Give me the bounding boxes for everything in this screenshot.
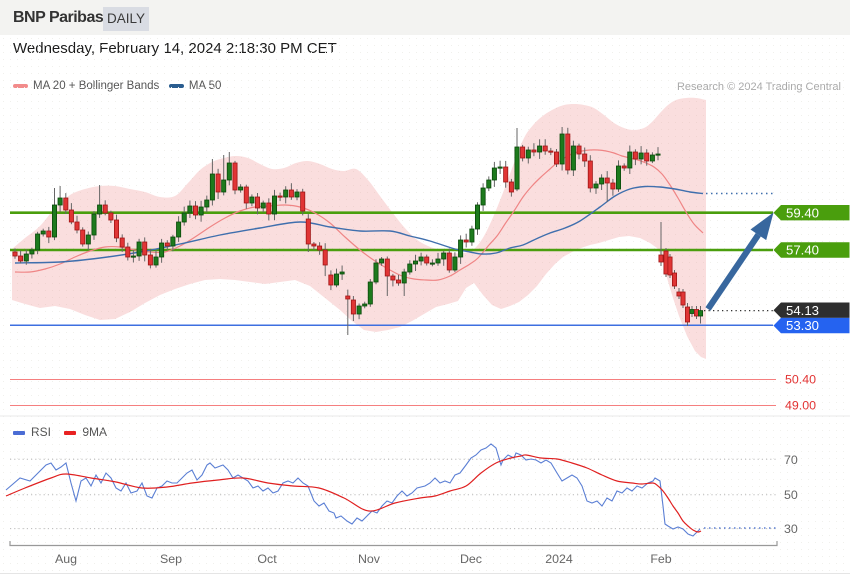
svg-text:Feb: Feb xyxy=(650,552,671,566)
svg-text:Dec: Dec xyxy=(460,552,482,566)
svg-text:54.13: 54.13 xyxy=(786,303,819,318)
svg-text:57.40: 57.40 xyxy=(786,243,819,258)
svg-text:50.40: 50.40 xyxy=(785,373,816,387)
svg-text:50: 50 xyxy=(784,488,798,502)
svg-text:Oct: Oct xyxy=(257,552,277,566)
svg-text:2024: 2024 xyxy=(545,552,573,566)
svg-text:Aug: Aug xyxy=(55,552,77,566)
svg-text:Sep: Sep xyxy=(160,552,182,566)
svg-text:70: 70 xyxy=(784,453,798,467)
svg-text:59.40: 59.40 xyxy=(786,205,819,220)
svg-text:Nov: Nov xyxy=(358,552,381,566)
svg-text:53.30: 53.30 xyxy=(786,318,819,333)
svg-text:49.00: 49.00 xyxy=(785,399,816,413)
svg-text:30: 30 xyxy=(784,522,798,536)
